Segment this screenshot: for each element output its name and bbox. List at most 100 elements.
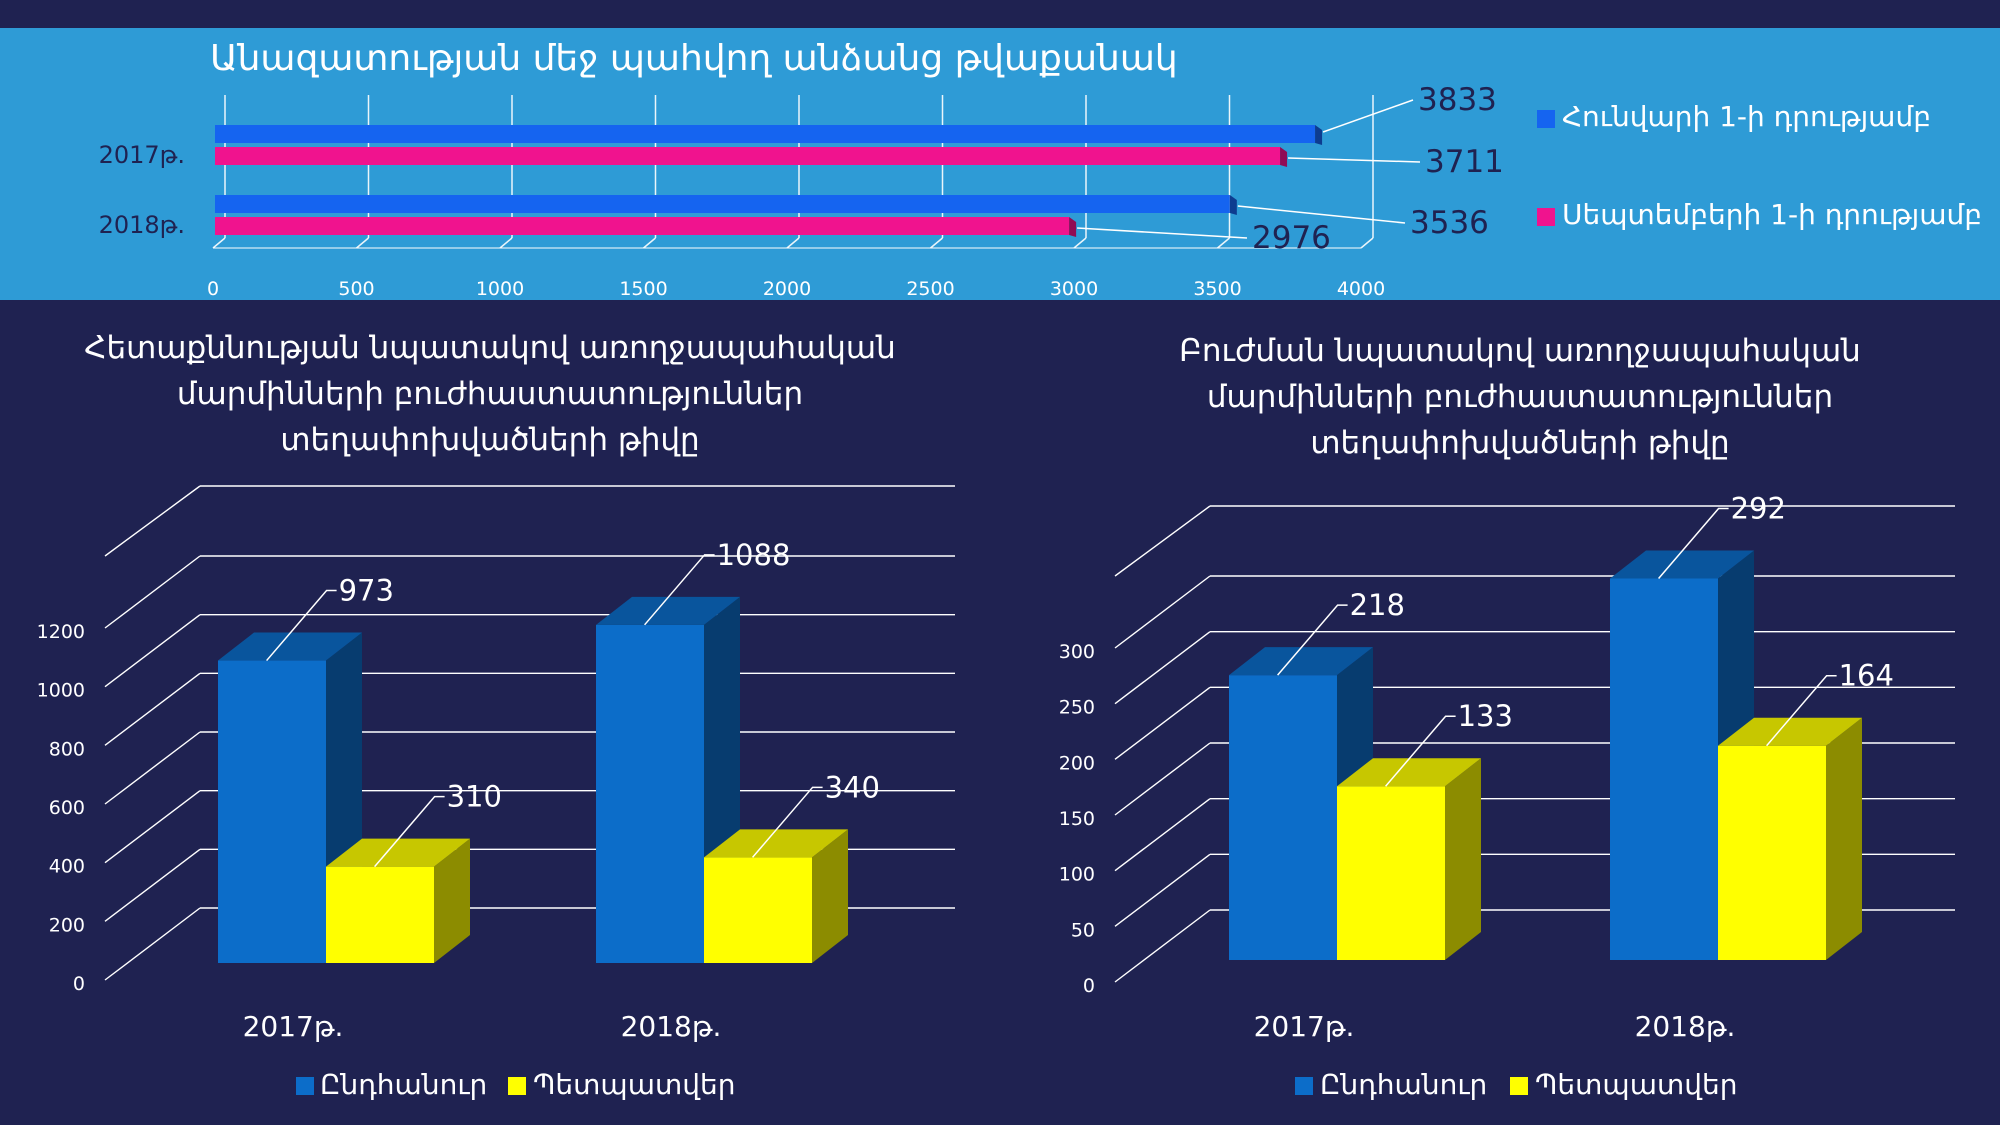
top-x-tick-label-0: 0 [207, 278, 219, 300]
left-chart-bar-1-0 [596, 624, 704, 963]
left-chart-y-tick-label-1: 200 [49, 914, 85, 936]
right-chart-bar-0-1 [1337, 786, 1445, 960]
left-chart-data-label-1-0: 1088 [717, 538, 791, 572]
left-chart-grid-depth-0 [104, 907, 201, 981]
top-grid-foot-7 [1217, 237, 1230, 249]
top-x-tick-label-4: 2000 [763, 278, 811, 300]
right-chart-leader-line-1-0 [1658, 507, 1729, 579]
left-chart-grid-depth-top [104, 485, 201, 557]
right-chart-bar-side-0-1 [1445, 758, 1481, 960]
right-chart-bar-top-1-1 [1718, 717, 1862, 746]
left-chart-leader-line-1-1 [752, 786, 823, 858]
left-chart-leader-line-0-0 [266, 589, 337, 662]
left-chart-bar-1-1 [704, 857, 812, 963]
left-chart-y-tick-label-3: 600 [49, 797, 85, 819]
left-chart-bar-0-1 [326, 866, 434, 963]
left-chart-bar-top-1-1 [704, 829, 848, 858]
right-chart-leader-line-1-1 [1766, 674, 1837, 747]
top-data-label-0: 3833 [1418, 82, 1497, 118]
right-chart-category-label-1: 2018թ. [1635, 1010, 1736, 1043]
right-chart-leader-line-0-1 [1385, 715, 1456, 787]
left-chart-grid-depth-3 [104, 731, 201, 805]
left-chart-y-tick-label-4: 800 [49, 738, 85, 760]
left-chart-bar-side-1-1 [812, 829, 848, 963]
left-chart-grid-depth-6 [104, 555, 201, 629]
top-x-tick-label-6: 3000 [1050, 278, 1098, 300]
top-bar-1-1 [215, 217, 1070, 235]
top-grid-foot-1 [356, 237, 369, 249]
left-legend-swatch-state-order [508, 1077, 526, 1095]
legend-swatch-january [1537, 110, 1555, 128]
left-chart-bar-top-1-0 [596, 596, 740, 625]
right-chart-bar-top-0-1 [1337, 758, 1481, 787]
right-chart-data-label-0-0: 218 [1350, 588, 1405, 622]
right-chart-data-label-0-1: 133 [1458, 699, 1513, 733]
left-chart-grid-depth-1 [104, 848, 201, 922]
right-chart-data-label-1-0: 292 [1731, 491, 1786, 525]
right-chart-grid-depth-5 [1114, 631, 1211, 705]
legend-label-september: Սեպտեմբերի 1-ի դրությամբ [1562, 198, 1982, 231]
right-chart-grid-depth-2 [1114, 798, 1211, 872]
right-legend-swatch-state-order [1510, 1077, 1528, 1095]
right-chart-grid-depth-4 [1114, 686, 1211, 760]
top-data-label-2: 3536 [1410, 205, 1489, 241]
top-x-tick-label-2: 1000 [476, 278, 524, 300]
left-chart-grid-depth-4 [104, 672, 201, 746]
right-chart-bar-top-0-0 [1229, 647, 1373, 676]
left-chart-title: Հետաքննության նպատակով առողջապահական մար… [60, 325, 920, 463]
top-grid-foot-3 [643, 237, 656, 249]
right-chart-bar-side-1-1 [1826, 717, 1862, 960]
right-chart-bar-0-0 [1229, 675, 1337, 960]
top-bar-side-1-1 [1069, 217, 1077, 237]
left-chart-grid-depth-5 [104, 614, 201, 688]
top-x-tick-label-1: 500 [338, 278, 374, 300]
top-chart-title: Անազատության մեջ պահվող անձանց թվաքանակ [210, 38, 1178, 79]
left-title-line-1: Հետաքննության նպատակով առողջապահական [84, 330, 896, 366]
top-data-label-1: 3711 [1425, 144, 1504, 180]
right-chart-y-tick-label-4: 200 [1059, 752, 1095, 774]
top-x-tick-label-5: 2500 [906, 278, 954, 300]
right-chart-bar-top-1-0 [1610, 550, 1754, 579]
left-chart-category-label-1: 2018թ. [621, 1010, 722, 1043]
right-chart-y-tick-label-0: 0 [1083, 975, 1095, 997]
top-bar-side-0-0 [1315, 125, 1323, 145]
top-grid-foot-6 [1073, 237, 1087, 249]
top-leader-line-3 [1077, 227, 1248, 239]
left-chart-y-tick-label-2: 400 [49, 856, 85, 878]
legend-label-january: Հունվարի 1-ի դրությամբ [1562, 100, 1931, 133]
left-chart-y-tick-label-0: 0 [73, 973, 85, 995]
right-chart-bar-1-0 [1610, 578, 1718, 960]
right-chart-y-tick-label-2: 100 [1059, 864, 1095, 886]
left-chart-data-label-1-1: 340 [825, 770, 880, 804]
right-legend-label-state-order: Պետպատվեր [1535, 1068, 1738, 1101]
right-chart-grid-depth-3 [1114, 742, 1211, 816]
left-chart-bar-0-0 [218, 660, 326, 963]
top-bar-0-0 [215, 125, 1316, 143]
right-chart-y-tick-label-5: 250 [1059, 697, 1095, 719]
legend-swatch-september [1537, 208, 1555, 226]
left-chart-bar-top-0-0 [218, 632, 362, 661]
left-chart-data-label-0-1: 310 [447, 780, 502, 814]
right-chart-grid-depth-1 [1114, 853, 1211, 927]
right-chart-grid-depth-0 [1114, 909, 1211, 983]
right-chart-data-label-1-1: 164 [1839, 659, 1894, 693]
top-x-tick-label-8: 4000 [1337, 278, 1385, 300]
top-data-label-3: 2976 [1252, 220, 1331, 256]
right-chart-y-tick-label-3: 150 [1059, 808, 1095, 830]
top-leader-line-2 [1237, 205, 1406, 224]
top-bar-side-0-1 [1280, 147, 1288, 167]
right-title-line-3: տեղափոխվածների թիվը [1310, 425, 1730, 461]
left-chart-bar-side-0-1 [434, 838, 470, 963]
top-bar-0-1 [215, 147, 1281, 165]
right-chart-title: Բուժման նպատակով առողջապահական մարմիններ… [1090, 328, 1950, 466]
right-chart-y-tick-label-1: 50 [1071, 919, 1095, 941]
left-legend-label-state-order: Պետպատվեր [533, 1068, 736, 1101]
right-chart-leader-line-0-0 [1277, 604, 1348, 676]
top-x-tick-label-3: 1500 [619, 278, 667, 300]
left-title-line-3: տեղափոխվածների թիվը [280, 422, 700, 458]
left-title-line-2: մարմինների բուժհաստատություններ [176, 376, 804, 412]
top-leader-line-1 [1288, 157, 1421, 163]
left-chart-category-label-0: 2017թ. [243, 1010, 344, 1043]
top-category-label-0: 2017թ. [99, 141, 185, 169]
